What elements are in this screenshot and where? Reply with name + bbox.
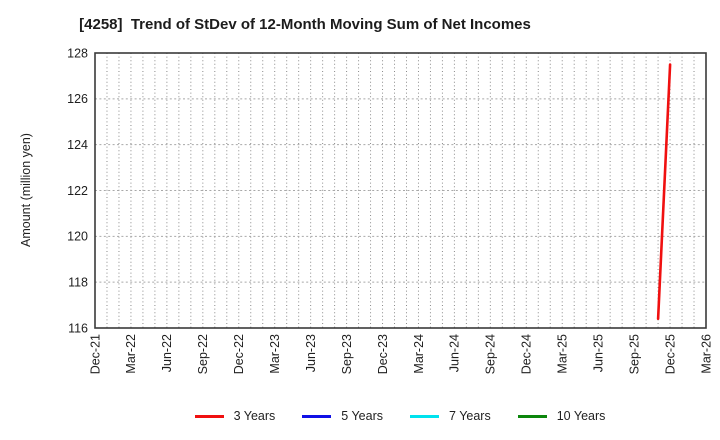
legend-swatch-10-years <box>517 414 547 418</box>
x-tick-label: Mar-26 <box>699 334 713 374</box>
legend-swatch-3-years <box>194 414 224 418</box>
legend-item-3-years: 3 Years <box>194 408 276 423</box>
y-tick-label: 126 <box>67 92 88 106</box>
y-tick-label: 116 <box>68 321 88 335</box>
x-tick-label: Dec-22 <box>232 334 246 374</box>
y-axis-label: Amount (million yen) <box>19 133 33 247</box>
legend-item-7-years: 7 Years <box>410 410 491 423</box>
x-tick-label: Jun-25 <box>591 334 605 372</box>
legend-label-7-years: 7 Years <box>449 408 491 423</box>
x-tick-label: Mar-22 <box>124 334 138 374</box>
y-tick-label: 124 <box>67 138 88 152</box>
plot-area: 116 118 120 122 124 126 128 Dec-21 Mar-22 Jun-22 S… <box>19 46 713 374</box>
x-tick-label: Dec-25 <box>663 334 677 374</box>
x-tick-label: Jun-24 <box>448 334 462 372</box>
x-tick-label: Mar-23 <box>268 334 282 374</box>
y-tick-label: 122 <box>67 184 88 198</box>
x-tick-label: Sep-24 <box>484 334 498 374</box>
x-tick-label: Sep-25 <box>627 334 641 374</box>
legend-label-3-years: 3 Years <box>233 408 276 423</box>
x-tick-label: Dec-21 <box>88 334 102 374</box>
x-tick-label: Sep-22 <box>196 334 210 374</box>
legend-swatch-5-years <box>302 414 332 418</box>
y-tick-label: 128 <box>67 46 88 60</box>
legend-swatch-7-years <box>410 414 440 418</box>
legend: 3 Years 5 Years 7 Years 10 Years <box>80 404 720 428</box>
chart-title: [4258] Trend of StDev of 12-Month Moving… <box>79 16 531 33</box>
x-tick-label: Jun-23 <box>304 334 318 372</box>
legend-label-10-years: 10 Years <box>556 408 606 423</box>
x-tick-label: Dec-23 <box>376 334 390 374</box>
legend-item-10-years: 10 Years <box>517 408 606 423</box>
x-tick-label: Sep-23 <box>340 334 354 374</box>
series-line-3-years <box>656 63 672 321</box>
y-tick-label: 118 <box>68 276 88 290</box>
legend-item-5-years: 5 Years <box>302 410 383 423</box>
x-tick-label: Mar-24 <box>412 334 426 374</box>
y-tick-label: 120 <box>67 230 88 244</box>
legend-label-5-years: 5 Years <box>341 408 384 423</box>
x-tick-label: Jun-22 <box>160 334 174 372</box>
plot-frame <box>94 52 707 329</box>
x-tick-label: Mar-25 <box>556 334 570 374</box>
x-tick-label: Dec-24 <box>520 334 534 374</box>
